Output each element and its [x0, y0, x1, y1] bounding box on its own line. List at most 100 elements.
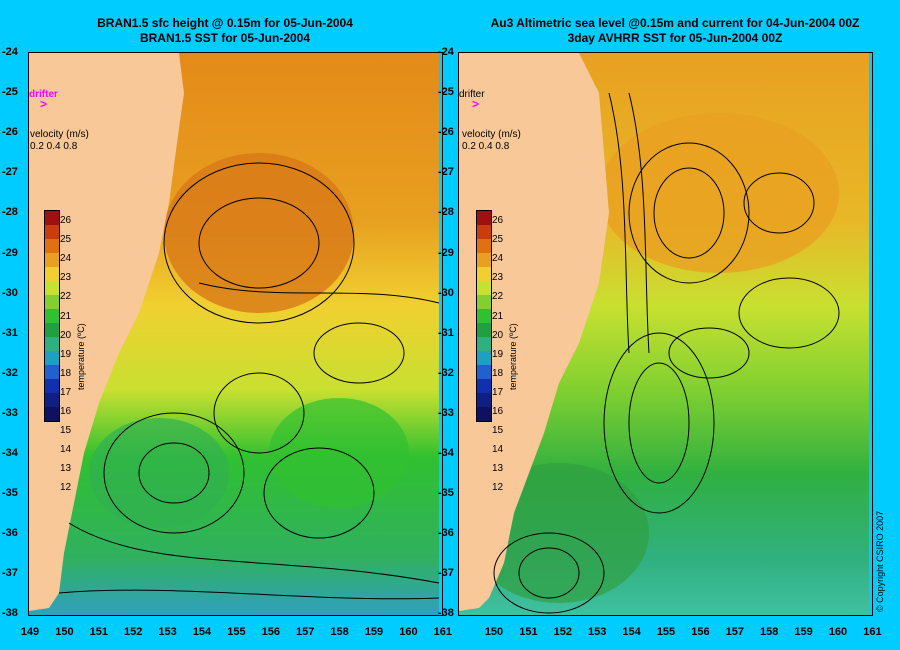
left-map-svg: [29, 53, 442, 615]
colorbar-swatch: [45, 393, 59, 407]
colorbar-swatch: [45, 211, 59, 225]
colorbar-tick-label: 25: [492, 234, 504, 246]
right-colorbar-unit: temperature (ºC): [508, 323, 518, 390]
left-warm-eddy: [164, 153, 354, 313]
x-tick-label-left: 149: [20, 626, 40, 638]
y-tick-label-right: -26: [438, 126, 454, 139]
y-tick-label-right: -25: [438, 86, 454, 99]
colorbar-tick-label: 20: [492, 329, 504, 341]
y-tick-label-left: -24: [2, 46, 18, 58]
colorbar-swatch: [477, 239, 491, 253]
y-tick-label-right: -32: [438, 366, 454, 379]
y-tick-label-left: -37: [2, 567, 18, 580]
colorbar-tick-label: 18: [60, 367, 72, 379]
x-tick-label-right: 155: [656, 626, 676, 638]
y-tick-label-left: -33: [2, 406, 18, 419]
colorbar-swatch: [477, 211, 491, 225]
left-drifter-label: drifter: [29, 89, 58, 100]
y-tick-label-left: -30: [2, 286, 18, 299]
y-tick-label-right: -36: [438, 527, 454, 540]
left-title-line1: BRAN1.5 sfc height @ 0.15m for 05-Jun-20…: [97, 16, 353, 30]
y-tick-label-right: -27: [438, 166, 454, 179]
colorbar-swatch: [45, 323, 59, 337]
y-tick-label-right: -28: [438, 206, 454, 219]
colorbar-tick-label: 15: [492, 425, 504, 437]
colorbar-swatch: [45, 267, 59, 281]
colorbar-swatch: [45, 407, 59, 421]
y-tick-label-right: -34: [438, 447, 454, 459]
right-map-svg: [459, 53, 872, 615]
y-tick-label-right: -37: [438, 567, 454, 580]
x-tick-label-right: 161: [863, 626, 882, 638]
colorbar-tick-label: 17: [492, 386, 504, 398]
colorbar-tick-label: 26: [60, 215, 72, 226]
colorbar-swatch: [477, 225, 491, 239]
colorbar-tick-label: 18: [492, 367, 504, 379]
left-map-panel: [28, 52, 443, 616]
x-tick-label-right: 154: [622, 626, 641, 638]
colorbar-tick-label: 13: [60, 463, 72, 475]
y-tick-label-left: -32: [2, 366, 18, 379]
left-title-line2: BRAN1.5 SST for 05-Jun-2004: [139, 31, 311, 45]
colorbar-tick-label: 12: [60, 482, 72, 494]
y-tick-label-right: -33: [438, 406, 454, 419]
right-velocity-values: 0.2 0.4 0.8: [462, 141, 510, 152]
y-tick-label-left: -28: [2, 206, 18, 219]
colorbar-swatch: [477, 351, 491, 365]
colorbar-swatch: [45, 365, 59, 379]
copyright-notice: © Copyright CSIRO 2007: [875, 510, 885, 612]
x-tick-label-right: 156: [691, 626, 710, 638]
right-drifter-label: drifter: [459, 89, 485, 100]
x-tick-label-left: 157: [296, 626, 315, 638]
x-tick-label-right: 153: [588, 626, 607, 638]
colorbar-swatch: [45, 253, 59, 267]
colorbar-swatch: [45, 337, 59, 351]
colorbar-tick-label: 20: [60, 329, 72, 341]
y-tick-label-left: -25: [2, 86, 18, 99]
y-tick-label-left: -29: [2, 246, 18, 259]
right-colorbar: [476, 210, 492, 422]
right-land: [459, 53, 609, 611]
x-tick-label-right: 150: [484, 626, 504, 638]
left-title: BRAN1.5 sfc height @ 0.15m for 05-Jun-20…: [60, 16, 390, 46]
colorbar-tick-label: 24: [492, 253, 504, 265]
colorbar-swatch: [477, 337, 491, 351]
colorbar-tick-label: 23: [492, 272, 504, 284]
left-drifter-icon: >: [40, 97, 48, 111]
colorbar-swatch: [45, 309, 59, 323]
y-tick-label-left: -31: [2, 326, 18, 339]
colorbar-swatch: [45, 281, 59, 295]
x-tick-label-left: 159: [364, 626, 384, 638]
colorbar-swatch: [45, 295, 59, 309]
colorbar-swatch: [477, 393, 491, 407]
colorbar-swatch: [45, 351, 59, 365]
colorbar-tick-label: 14: [492, 444, 504, 456]
y-tick-label-right: -29: [438, 246, 454, 259]
y-tick-label-right: -38: [438, 607, 454, 620]
right-map-panel: [458, 52, 873, 616]
left-land: [29, 53, 184, 611]
colorbar-tick-label: 24: [60, 253, 72, 265]
left-contours: [58, 162, 440, 600]
colorbar-tick-label: 16: [60, 406, 72, 417]
x-tick-label-left: 150: [55, 626, 74, 638]
y-tick-label-left: -36: [2, 527, 18, 540]
x-tick-label-left: 153: [158, 626, 177, 638]
colorbar-tick-label: 21: [60, 310, 72, 322]
x-tick-label-left: 160: [399, 626, 418, 638]
colorbar-swatch: [477, 407, 491, 421]
y-tick-label-left: -27: [2, 166, 18, 179]
left-cool-eddy: [89, 418, 229, 528]
left-cool-region: [269, 398, 409, 508]
colorbar-tick-label: 14: [60, 444, 72, 456]
colorbar-tick-label: 25: [60, 234, 72, 246]
y-tick-label-right: -31: [438, 326, 454, 339]
colorbar-swatch: [477, 253, 491, 267]
right-title: Au3 Altimetric sea level @0.15m and curr…: [455, 16, 895, 46]
colorbar-swatch: [477, 309, 491, 323]
colorbar-swatch: [477, 365, 491, 379]
colorbar-tick-label: 26: [492, 215, 504, 226]
x-tick-label-left: 158: [330, 626, 349, 638]
y-tick-label-left: -34: [2, 447, 18, 459]
right-drifter-icon: >: [472, 97, 480, 111]
